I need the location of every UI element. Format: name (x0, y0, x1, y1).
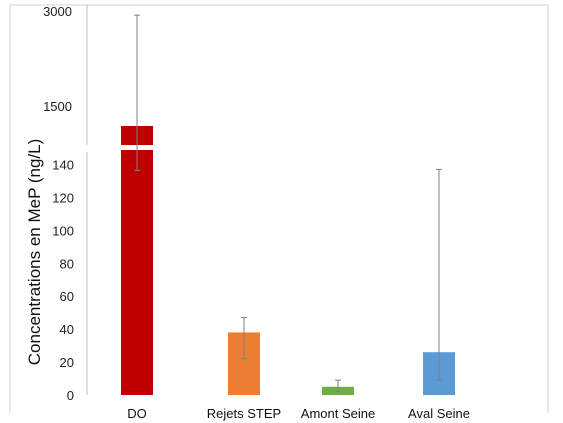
category-label-1: Rejets STEP (207, 406, 281, 421)
y-axis-label: Concentrations en MeP (ng/L) (25, 139, 44, 365)
upper-tick-label: 3000 (43, 4, 72, 19)
lower-tick-label: 140 (52, 157, 74, 172)
y-tick-labels: 3000 1500 0 20 40 60 80 100 120 140 (43, 4, 74, 403)
category-label-0: DO (127, 406, 147, 421)
category-labels: DO Rejets STEP Amont Seine Aval Seine (127, 406, 470, 421)
lower-tick-label: 100 (52, 223, 74, 238)
category-label-2: Amont Seine (301, 406, 375, 421)
chart-frame (10, 4, 549, 413)
lower-tick-label: 40 (60, 322, 74, 337)
bars (120, 126, 455, 395)
lower-tick-label: 0 (67, 388, 74, 403)
lower-tick-label: 60 (60, 289, 74, 304)
error-bars (134, 14, 442, 393)
lower-tick-label: 80 (60, 256, 74, 271)
category-label-3: Aval Seine (408, 406, 470, 421)
y-axes (9, 5, 88, 413)
lower-tick-label: 20 (60, 355, 74, 370)
upper-tick-label: 1500 (43, 99, 72, 114)
bar-0-lower (121, 148, 153, 395)
lower-tick-label: 120 (52, 190, 74, 205)
